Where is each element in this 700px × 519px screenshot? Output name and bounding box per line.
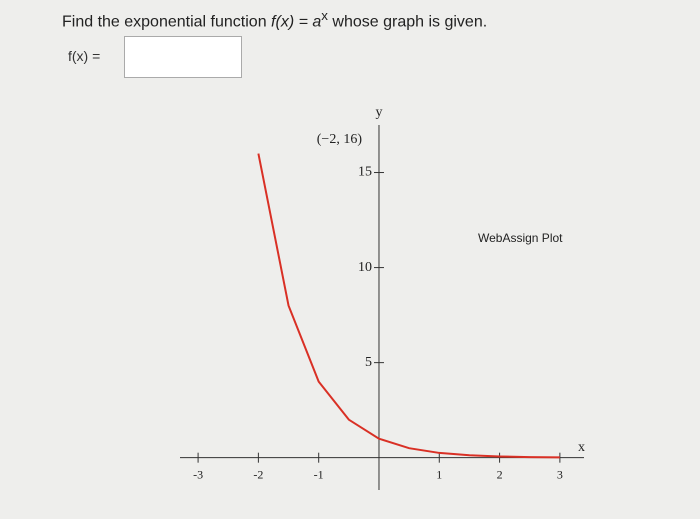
exponent: x [321, 8, 328, 23]
x-tick-label: 1 [436, 467, 442, 481]
answer-input[interactable] [124, 36, 242, 78]
curve [257, 153, 560, 459]
x-tick-label: -1 [314, 467, 324, 481]
y-tick-label: 10 [358, 260, 372, 275]
y-tick-label: 15 [358, 165, 372, 180]
annotation: (−2, 16) [317, 132, 363, 147]
x-tick-label: -2 [253, 467, 263, 481]
plot-label: WebAssign Plot [478, 231, 563, 245]
question: Find the exponential function f(x) = ax … [62, 8, 487, 31]
x-tick-label: -3 [193, 467, 203, 481]
x-tick-label: 2 [497, 467, 503, 481]
y-tick-label: 5 [365, 355, 372, 370]
question-suffix: whose graph is given. [332, 13, 488, 31]
answer-label: f(x) = [68, 48, 101, 64]
x-tick-label: 3 [557, 467, 563, 481]
question-prefix: Find the exponential function [62, 13, 267, 31]
y-axis-label: y [375, 105, 382, 120]
function: f(x) = a [271, 13, 322, 31]
x-axis-label: x [578, 440, 585, 455]
